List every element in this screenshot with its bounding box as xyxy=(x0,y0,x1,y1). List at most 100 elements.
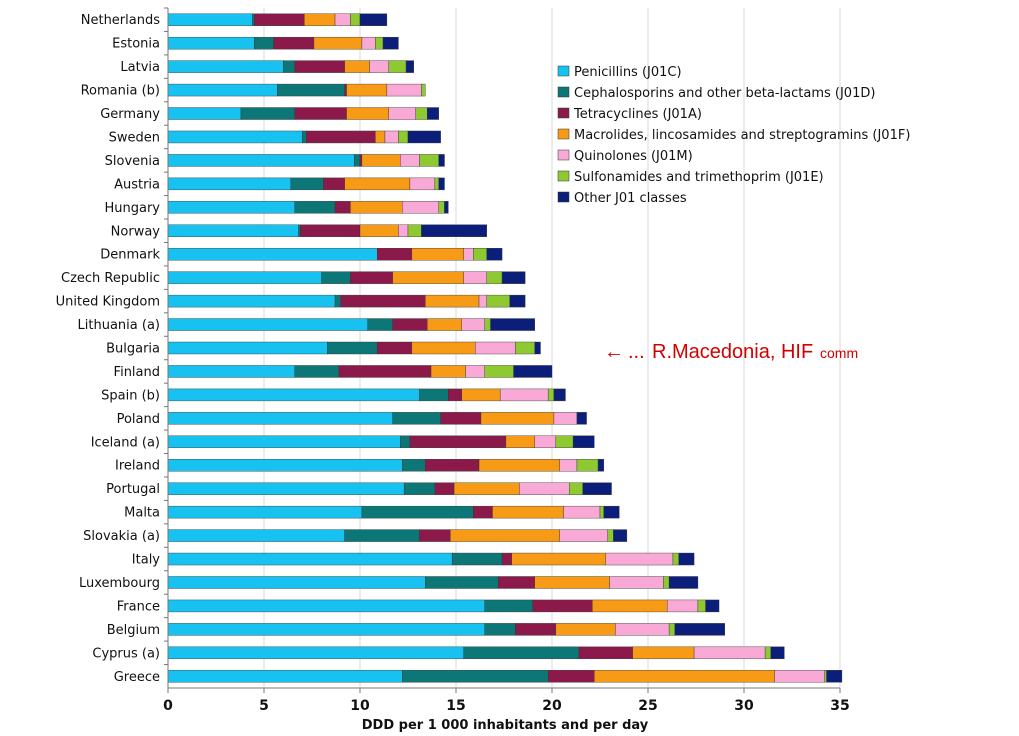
bar-segment xyxy=(461,318,486,331)
legend-swatch xyxy=(557,86,570,98)
bar-segment xyxy=(486,248,503,261)
bar-segment xyxy=(693,646,766,660)
category-label: Bulgaria xyxy=(106,342,160,357)
bar-segment xyxy=(532,599,593,613)
bar-segment xyxy=(240,107,295,120)
bar-segment xyxy=(386,83,422,97)
bar-segment xyxy=(478,294,487,308)
bar-segment xyxy=(344,83,347,97)
bar-segment xyxy=(450,529,560,542)
category-label: Finland xyxy=(114,365,160,380)
bar-segment xyxy=(705,599,720,613)
bar-segment xyxy=(407,130,441,144)
bar-segment xyxy=(306,130,376,144)
bar-segment xyxy=(463,248,474,261)
bar-segment xyxy=(321,271,351,284)
bar-segment xyxy=(277,83,345,97)
bar-segment xyxy=(463,271,487,284)
bar-segment xyxy=(509,294,526,308)
category-label: Austria xyxy=(114,177,160,192)
bar-segment xyxy=(254,36,274,50)
bar-segment xyxy=(451,552,503,566)
x-tick-label: 35 xyxy=(830,698,849,714)
bar-segment xyxy=(421,83,426,97)
bar-segment xyxy=(167,36,255,50)
bar-segment xyxy=(678,552,695,566)
bar-segment xyxy=(515,341,535,355)
bar-segment xyxy=(167,599,485,613)
legend-label: Sulfonamides and trimethoprim (J01E) xyxy=(574,170,824,185)
category-label: Poland xyxy=(117,412,160,427)
bar-segment xyxy=(486,294,510,308)
bar-segment xyxy=(592,599,668,613)
bar-segment xyxy=(609,576,664,589)
bar-segment xyxy=(167,365,295,378)
bar-segment xyxy=(499,388,549,402)
bar-segment xyxy=(490,318,535,331)
legend-label: Penicillins (J01C) xyxy=(574,65,682,80)
bar-segment xyxy=(294,201,336,214)
bar-segment xyxy=(515,623,557,636)
x-tick-label: 25 xyxy=(638,698,657,714)
bar-segment xyxy=(667,599,699,613)
category-label: Slovenia xyxy=(105,154,160,169)
bar-segment xyxy=(167,646,464,660)
bar-segment xyxy=(444,201,449,214)
bar-segment xyxy=(519,482,570,495)
annotation-ellipsis: ... xyxy=(628,341,645,363)
legend-swatch xyxy=(557,149,570,161)
bar-segment xyxy=(415,107,428,120)
bar-segment xyxy=(350,13,361,26)
bar-segment xyxy=(615,623,670,636)
bar-segment xyxy=(534,435,557,448)
bar-segment xyxy=(167,154,355,167)
bar-segment xyxy=(167,435,401,448)
bar-segment xyxy=(402,459,426,472)
bar-segment xyxy=(167,83,278,97)
bar-segment xyxy=(375,36,384,50)
bar-segment xyxy=(770,646,785,660)
bar-segment xyxy=(359,154,363,167)
bar-segment xyxy=(375,130,386,144)
bar-segment xyxy=(344,177,411,191)
bar-segment xyxy=(334,294,342,308)
bar-segment xyxy=(167,318,368,331)
bar-segment xyxy=(438,154,445,167)
legend: Penicillins (J01C) Cephalosporins and oth… xyxy=(557,65,910,206)
bar-segment xyxy=(167,412,393,425)
bar-segment xyxy=(419,154,439,167)
bar-segment xyxy=(607,529,614,542)
category-label: Malta xyxy=(124,506,160,521)
bar-segment xyxy=(167,224,299,237)
category-label: Greece xyxy=(114,670,160,685)
bar-segment xyxy=(304,13,336,26)
bar-segment xyxy=(697,599,706,613)
legend-swatch xyxy=(557,128,570,140)
legend-swatch xyxy=(557,65,570,77)
bar-segment xyxy=(511,552,606,566)
bar-segment xyxy=(438,177,445,191)
bar-segment xyxy=(411,248,464,261)
bar-segment xyxy=(405,60,414,73)
category-label: Spain (b) xyxy=(101,388,160,403)
bar-segment xyxy=(334,201,351,214)
category-label: Ireland xyxy=(115,459,160,474)
legend-label: Tetracyclines (J01A) xyxy=(573,107,702,122)
bar-segment xyxy=(298,224,301,237)
bar-segment xyxy=(559,529,608,542)
bar-segment xyxy=(294,60,345,73)
bar-segment xyxy=(663,576,670,589)
bar-segment xyxy=(338,365,432,378)
bar-segment xyxy=(384,130,399,144)
category-label: Czech Republic xyxy=(61,271,160,286)
bar-segment xyxy=(475,341,516,355)
bar-segment xyxy=(597,459,605,472)
bar-segment xyxy=(434,482,455,495)
bar-segment xyxy=(425,294,480,308)
bar-segment xyxy=(578,646,633,660)
bar-segment xyxy=(398,130,409,144)
annotation-arrow: ← xyxy=(604,341,624,363)
bar-segment xyxy=(300,224,361,237)
bar-segment xyxy=(409,435,507,448)
x-axis-title: DDD per 1 000 inhabitants and per day xyxy=(362,718,649,733)
